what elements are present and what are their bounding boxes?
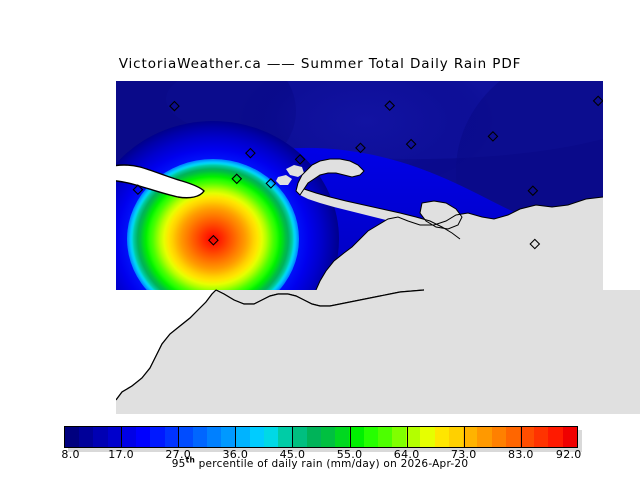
- station-markers[interactable]: [116, 81, 603, 290]
- colorbar-segment: [534, 427, 549, 447]
- caption-rest: percentile of daily rain (mm/day) on 202…: [195, 458, 469, 470]
- colorbar-segment: [207, 427, 222, 447]
- colorbar-segment: [349, 427, 364, 447]
- station-marker[interactable]: [384, 100, 396, 112]
- colorbar-segment: [164, 427, 179, 447]
- colorbar-gradient[interactable]: [64, 426, 578, 448]
- colorbar-tick-label: 36.0: [222, 448, 249, 461]
- colorbar-segment: [335, 427, 350, 447]
- colorbar-segment: [192, 427, 208, 447]
- station-marker[interactable]: [265, 178, 277, 189]
- colorbar-segment: [235, 427, 250, 447]
- station-marker[interactable]: [231, 173, 243, 185]
- colorbar-tick-label: 92.0: [555, 448, 582, 461]
- colorbar-segment: [306, 427, 321, 447]
- colorbar-segment: [463, 427, 478, 447]
- colorbar-segment: [448, 427, 464, 447]
- colorbar-caption: 95th percentile of daily rain (mm/day) o…: [0, 455, 640, 470]
- caption-superscript: th: [185, 455, 196, 465]
- colorbar-segment: [420, 427, 435, 447]
- colorbar-segment: [150, 427, 165, 447]
- rainfall-contour-map: [116, 81, 603, 290]
- station-marker[interactable]: [169, 100, 180, 112]
- colorbar-segment: [79, 427, 94, 447]
- coastline: [295, 158, 603, 290]
- station-marker[interactable]: [487, 131, 499, 142]
- colorbar-segment: [505, 427, 520, 447]
- colorbar-segment: [377, 427, 393, 447]
- map-panel[interactable]: [116, 81, 603, 290]
- colorbar-segment: [264, 427, 279, 447]
- colorbar-segment: [491, 427, 506, 447]
- colorbar-tick-label: 55.0: [336, 448, 363, 461]
- station-marker[interactable]: [527, 185, 539, 197]
- colorbar-segment: [178, 427, 193, 447]
- colorbar-tick-label: 73.0: [450, 448, 477, 461]
- colorbar-segment: [136, 427, 151, 447]
- colorbar-segment: [121, 427, 137, 447]
- colorbar-segment: [320, 427, 336, 447]
- island-outline: [116, 164, 205, 199]
- colorbar-segment: [392, 427, 407, 447]
- colorbar[interactable]: [64, 426, 582, 452]
- colorbar-segment: [363, 427, 378, 447]
- station-marker[interactable]: [208, 234, 219, 246]
- colorbar-tick-label: 64.0: [393, 448, 420, 461]
- colorbar-segment: [249, 427, 265, 447]
- colorbar-tick-label: 8.0: [61, 448, 80, 461]
- station-marker[interactable]: [405, 138, 417, 150]
- colorbar-segment: [477, 427, 492, 447]
- colorbar-segment: [562, 427, 577, 447]
- station-marker[interactable]: [355, 142, 366, 154]
- colorbar-segment: [520, 427, 535, 447]
- station-marker[interactable]: [132, 184, 144, 196]
- station-marker[interactable]: [294, 153, 306, 165]
- colorbar-tick-label: 83.0: [508, 448, 534, 461]
- colorbar-segment: [221, 427, 236, 447]
- station-marker[interactable]: [529, 238, 541, 250]
- colorbar-segment: [434, 427, 449, 447]
- station-marker[interactable]: [592, 95, 603, 107]
- colorbar-segment: [406, 427, 421, 447]
- colorbar-segment: [107, 427, 122, 447]
- colorbar-segment: [65, 427, 80, 447]
- page-title: VictoriaWeather.ca —— Summer Total Daily…: [118, 56, 522, 72]
- colorbar-segment: [548, 427, 563, 447]
- caption-prefix: 95: [171, 458, 186, 470]
- colorbar-segment: [292, 427, 307, 447]
- colorbar-tick-label: 45.0: [279, 448, 306, 461]
- colorbar-tick-labels: 8.0 17.0 27.0 36.0 45.0 55.0 64.0 73.0 83.0 92.0: [61, 448, 581, 462]
- colorbar-tick-label: 17.0: [108, 448, 134, 461]
- land-polygons: [276, 159, 603, 290]
- station-marker[interactable]: [245, 147, 256, 159]
- colorbar-segment: [278, 427, 293, 447]
- colorbar-segment: [93, 427, 108, 447]
- colorbar-tick-label: 27.0: [165, 448, 192, 461]
